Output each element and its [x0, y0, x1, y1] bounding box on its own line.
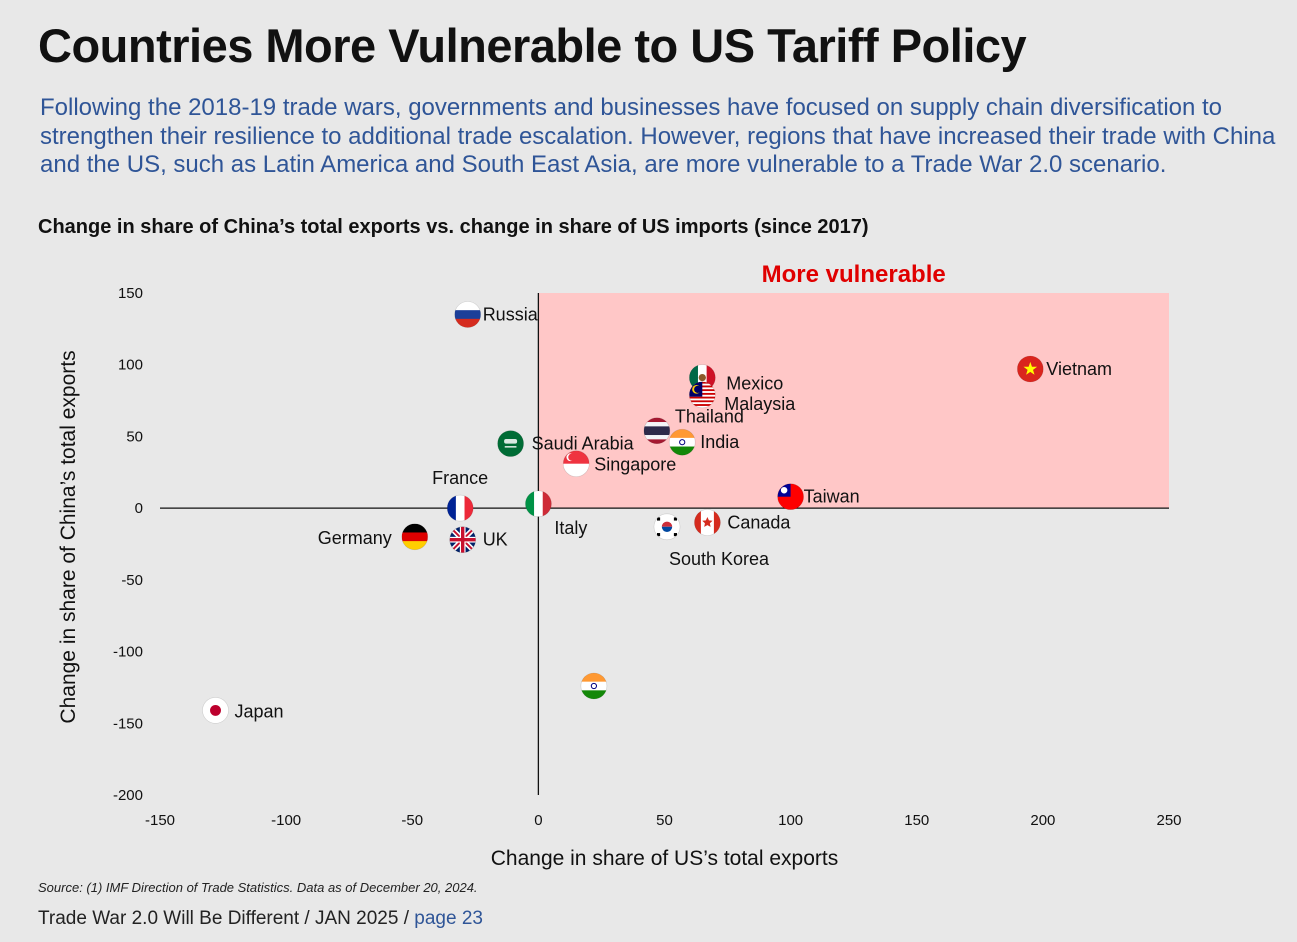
x-tick-label: 250	[1156, 812, 1181, 829]
page-link[interactable]: page 23	[414, 908, 483, 929]
thailand-point	[643, 417, 671, 445]
japan-point	[202, 697, 229, 724]
saudi-arabia-flag-icon	[497, 430, 524, 457]
mexico-flag-icon	[689, 364, 716, 391]
singapore-point	[562, 450, 590, 478]
germany-flag-icon	[401, 523, 428, 550]
footer-doc: Trade War 2.0 Will Be Different / JAN 20…	[38, 908, 415, 929]
south-korea-point	[653, 513, 681, 541]
point-label: France	[432, 468, 488, 488]
y-tick-label: 0	[135, 500, 143, 517]
canada-point	[694, 509, 721, 536]
germany-point	[401, 523, 429, 551]
canada-flag-icon	[694, 509, 721, 536]
japan-flag-icon	[202, 697, 229, 724]
x-tick-label: 50	[656, 812, 673, 829]
y-tick-label: -200	[113, 787, 143, 804]
y-tick-label: -50	[121, 572, 143, 589]
italy-point	[525, 490, 552, 518]
x-axis-title: Change in share of US’s total exports	[491, 847, 838, 870]
x-tick-label: -100	[271, 812, 301, 829]
point-label: South Korea	[669, 549, 770, 569]
vietnam-point	[1017, 355, 1044, 383]
saudi-arabia-point	[497, 430, 524, 457]
point-label: Germany	[318, 528, 392, 548]
y-tick-label: -150	[113, 715, 143, 732]
x-tick-label: -50	[401, 812, 423, 829]
x-tick-label: 150	[904, 812, 929, 829]
thailand-flag-icon	[643, 417, 670, 444]
point-label: Singapore	[594, 455, 676, 475]
point-label: Taiwan	[804, 487, 860, 507]
y-tick-label: 150	[118, 285, 143, 302]
x-tick-label: -150	[145, 812, 175, 829]
france-flag-icon	[447, 495, 474, 522]
chart-heading: Change in share of China’s total exports…	[38, 216, 869, 238]
vulnerable-region	[538, 293, 1169, 509]
y-tick-label: 100	[118, 357, 143, 374]
taiwan-flag-icon	[777, 483, 804, 510]
point-label: India	[700, 432, 740, 452]
vietnam-flag-icon	[1017, 356, 1044, 382]
point-label: Japan	[235, 701, 284, 721]
x-tick-label: 100	[778, 812, 803, 829]
uk-point	[449, 526, 477, 554]
page-title: Countries More Vulnerable to US Tariff P…	[38, 19, 1027, 72]
malaysia-flag-icon	[689, 381, 716, 408]
india-flag-icon	[580, 673, 607, 699]
malaysia-point	[688, 381, 716, 409]
unlabeled-point	[580, 672, 608, 700]
russia-point	[454, 301, 482, 328]
france-point	[446, 494, 474, 522]
y-tick-label: -100	[113, 644, 143, 661]
india-flag-icon	[669, 429, 696, 456]
point-label: Canada	[727, 513, 791, 533]
point-label: Vietnam	[1046, 359, 1112, 379]
point-label: Saudi Arabia	[532, 434, 635, 454]
footer: Trade War 2.0 Will Be Different / JAN 20…	[38, 908, 483, 930]
uk-flag-icon	[449, 526, 476, 553]
y-tick-label: 50	[126, 428, 143, 445]
point-label: Italy	[554, 518, 587, 538]
south-korea-flag-icon	[654, 513, 680, 540]
singapore-flag-icon	[563, 450, 590, 477]
india-point	[668, 428, 696, 456]
vulnerable-region-label: More vulnerable	[762, 261, 946, 288]
source-note: Source: (1) IMF Direction of Trade Stati…	[38, 880, 478, 895]
point-label: Thailand	[675, 407, 744, 427]
x-tick-label: 200	[1030, 812, 1055, 829]
taiwan-point	[777, 483, 804, 511]
russia-flag-icon	[454, 301, 481, 328]
point-label: Mexico	[726, 374, 783, 394]
point-label: Malaysia	[724, 394, 796, 414]
x-tick-label: 0	[534, 812, 542, 829]
italy-flag-icon	[525, 490, 552, 517]
point-label: Russia	[483, 305, 539, 325]
point-label: UK	[483, 530, 508, 550]
page-subtitle: Following the 2018-19 trade wars, govern…	[40, 94, 1276, 178]
y-axis-title: Change in share of China’s total exports	[57, 350, 80, 723]
